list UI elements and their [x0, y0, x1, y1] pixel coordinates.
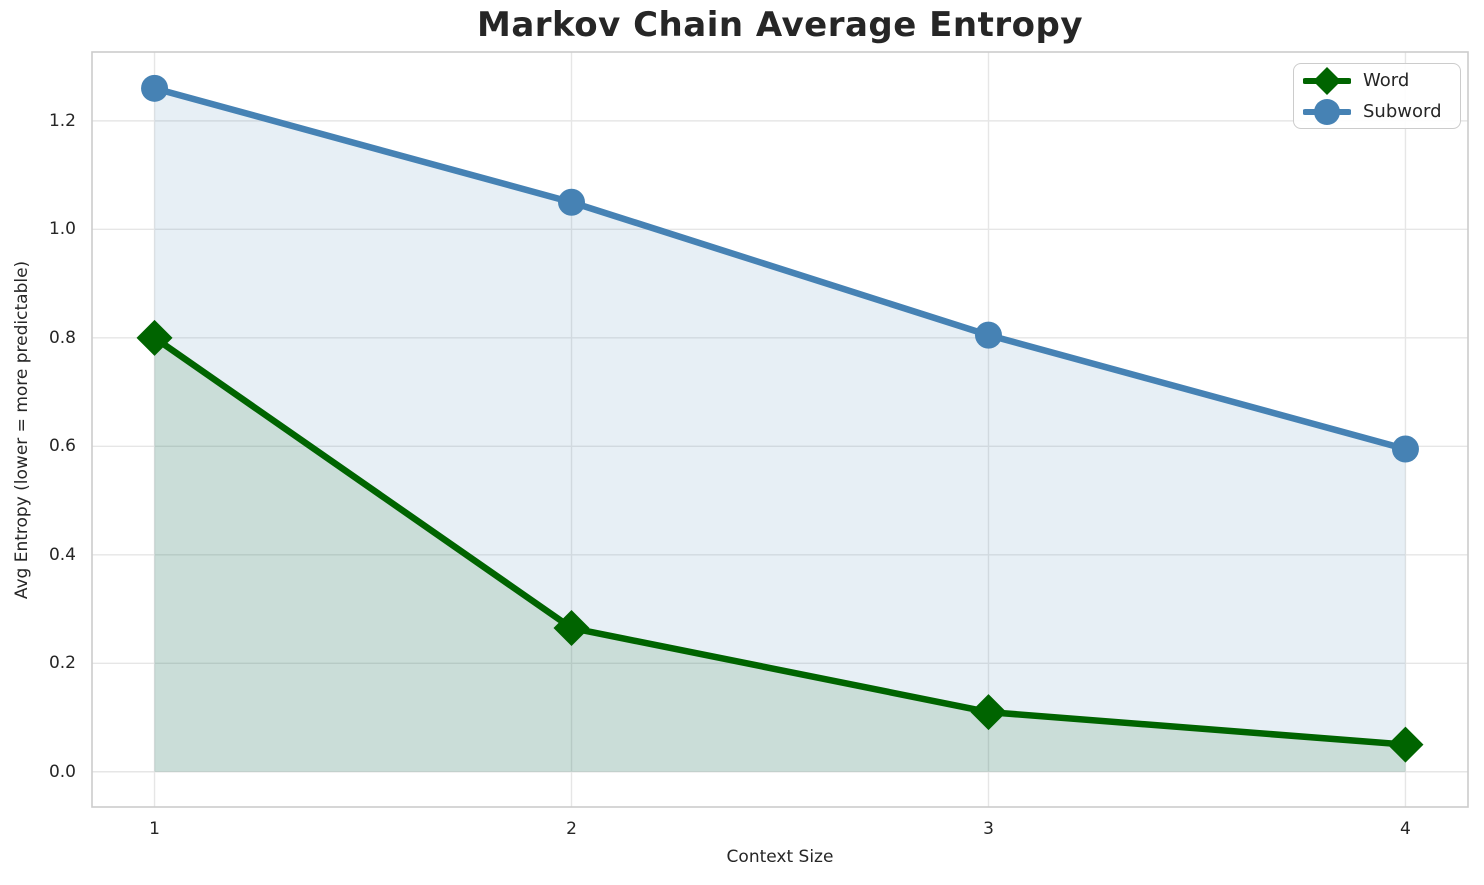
y-tick-label-0.0: 0.0 — [48, 761, 76, 782]
legend-item-word[interactable]: Word — [1303, 65, 1460, 96]
area-fill-word — [154, 337, 1406, 772]
data-point-marker-subword[interactable] — [558, 188, 586, 216]
data-point-marker-subword[interactable] — [1391, 435, 1419, 463]
x-tick-label-1: 1 — [149, 819, 160, 839]
plot-border — [91, 51, 1469, 808]
legend: Word Subword — [1293, 63, 1461, 129]
x-tick-label-2: 2 — [566, 819, 577, 839]
data-point-marker-subword[interactable] — [974, 321, 1002, 349]
data-point-marker-word[interactable] — [970, 694, 1007, 731]
y-tick-label-0.6: 0.6 — [48, 436, 76, 457]
y-tick-label-0.4: 0.4 — [48, 544, 76, 565]
y-axis-label: Avg Entropy (lower = more predictable) — [12, 260, 32, 600]
x-tick-label-4: 4 — [1400, 819, 1411, 839]
legend-item-subword[interactable]: Subword — [1303, 96, 1460, 127]
data-point-marker-word[interactable] — [1387, 726, 1424, 763]
legend-label-subword: Subword — [1363, 101, 1442, 122]
y-tick-label-0.2: 0.2 — [48, 653, 76, 674]
x-axis-label: Context Size — [726, 847, 834, 867]
chart-title: Markov Chain Average Entropy — [477, 5, 1083, 45]
series-line-word — [151, 334, 1409, 748]
data-point-marker-word[interactable] — [553, 610, 590, 647]
area-fill-subword — [154, 88, 1406, 772]
series-line-subword — [151, 85, 1409, 453]
x-tick-label-3: 3 — [983, 819, 994, 839]
y-tick-label-1.2: 1.2 — [48, 110, 76, 131]
y-tick-label-0.8: 0.8 — [48, 327, 76, 348]
data-point-marker-subword[interactable] — [141, 74, 169, 102]
word-legend-sample-icon — [1303, 66, 1351, 95]
subword-legend-sample-icon — [1303, 98, 1351, 125]
y-tick-label-1.0: 1.0 — [48, 219, 76, 240]
data-point-marker-word[interactable] — [136, 319, 173, 356]
legend-label-word: Word — [1363, 70, 1410, 91]
